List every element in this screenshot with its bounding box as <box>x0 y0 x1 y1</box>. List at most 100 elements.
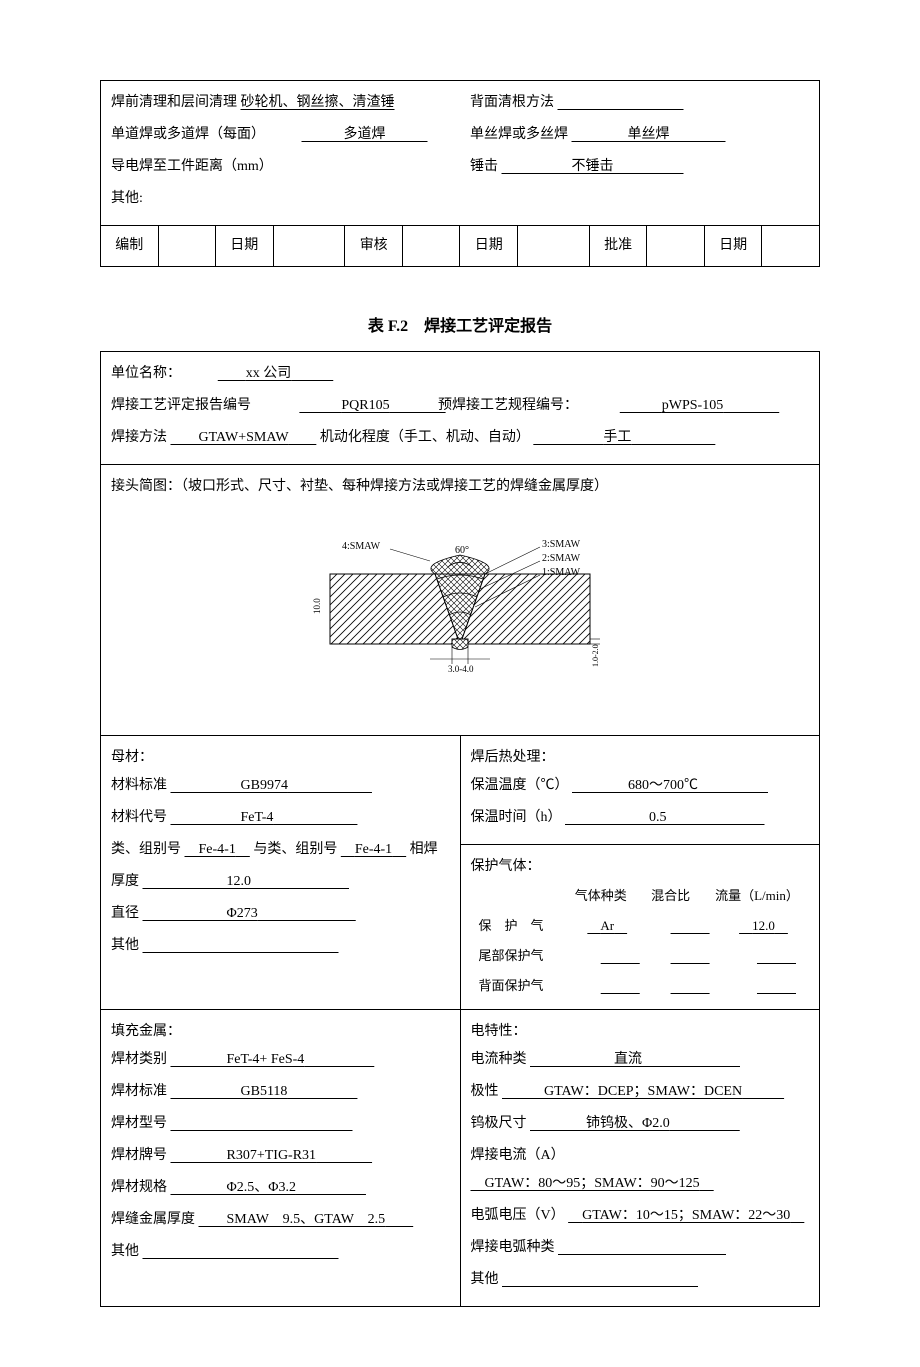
gas-row3-v3 <box>732 973 782 999</box>
elec-polarity-value: GTAW：DCEP；SMAW：DCEN <box>502 1078 784 1106</box>
filler-brand-label: 焊材牌号 <box>111 1148 167 1163</box>
sig-review-value <box>402 226 460 267</box>
gas-col2: 混合比 <box>636 881 705 911</box>
company-label: 单位名称： <box>111 366 181 381</box>
gas-table: 气体种类 混合比 流量（L/min） 保 护 气 Ar 12.0 尾部保护气 <box>471 881 810 1001</box>
extra-label: 1.0-2.0 <box>591 644 600 667</box>
bm-code-label: 材料代号 <box>111 810 167 825</box>
filler-spec-value: Φ2.5、Φ3.2 <box>171 1174 391 1202</box>
gas-row3-v1 <box>576 973 626 999</box>
wire-label: 单丝焊或多丝焊 <box>470 127 568 142</box>
cleaning-value: 砂轮机、钢丝擦、清渣锤 <box>241 89 421 117</box>
bm-thick-value: 12.0 <box>143 868 393 896</box>
elec-tungsten-value: 铈钨极、Φ2.0 <box>530 1110 750 1138</box>
filler-other-label: 其他 <box>111 1244 139 1259</box>
bm-group-label2: 与类、组别号 <box>253 842 337 857</box>
mech-label: 机动化程度（手工、机动、自动） <box>320 430 530 445</box>
joint-title: 接头简图：（坡口形式、尺寸、衬垫、每种焊接方法或焊接工艺的焊缝金属厚度） <box>111 473 809 501</box>
filler-cat-value: FeT-4+ FeS-4 <box>171 1046 391 1074</box>
bm-dia-label: 直径 <box>111 906 139 921</box>
sig-date2-value <box>517 226 589 267</box>
back-value <box>558 89 738 117</box>
sig-approve-value <box>647 226 705 267</box>
layer4-label: 4:SMAW <box>342 541 381 552</box>
gas-row2-v1 <box>576 943 626 969</box>
bm-dia-value: Φ273 <box>143 900 393 928</box>
report-no-value: PQR105 <box>255 392 435 420</box>
gas-col3: 流量（L/min） <box>705 881 809 911</box>
filler-model-value <box>171 1110 391 1138</box>
pwht-time-label: 保温时间（h） <box>471 810 562 825</box>
elec-tungsten-label: 钨极尺寸 <box>471 1116 527 1131</box>
sig-date1-value <box>273 226 345 267</box>
angle-label: 60° <box>455 545 469 556</box>
report-no-label: 焊接工艺评定报告编号 <box>111 398 251 413</box>
pass-value: 多道焊 <box>269 121 419 149</box>
elec-volt-label: 电弧电压（V） <box>471 1208 565 1223</box>
sig-approve-label: 批准 <box>589 226 647 267</box>
gap-label: 3.0-4.0 <box>448 664 474 674</box>
mech-value: 手工 <box>533 424 733 452</box>
thickness-label: 10.0 <box>312 598 322 614</box>
gas-row2-label: 尾部保护气 <box>471 941 566 971</box>
method-value: GTAW+SMAW <box>171 424 317 452</box>
sig-review-label: 审核 <box>345 226 403 267</box>
elec-arc-value <box>558 1234 758 1262</box>
gas-row1-v2 <box>646 913 696 939</box>
elec-other-label: 其他 <box>471 1272 499 1287</box>
sig-date3-value <box>762 226 820 267</box>
sig-prepare-label: 编制 <box>101 226 159 267</box>
bm-other-value <box>143 932 393 960</box>
other-label: 其他: <box>111 191 143 206</box>
bm-group-value2: Fe-4-1 <box>341 836 406 864</box>
back-label: 背面清根方法 <box>470 95 554 110</box>
gas-row3-v2 <box>646 973 696 999</box>
pwht-temp-value: 680～700℃ <box>572 772 772 800</box>
elec-amp-label: 焊接电流（A） <box>471 1148 565 1163</box>
joint-diagram: 60° 4:SMAW 3:SMAW 2:SMAW 1:SMAW 3.0-4.0 <box>111 509 809 720</box>
pass-label: 单道焊或多道焊（每面） <box>111 127 265 142</box>
bm-group-label3: 相焊 <box>410 842 438 857</box>
elec-current-label: 电流种类 <box>471 1052 527 1067</box>
filler-thick-label: 焊缝金属厚度 <box>111 1212 195 1227</box>
filler-thick-value: SMAW 9.5、GTAW 2.5 <box>199 1206 414 1234</box>
layer1-label: 1:SMAW <box>542 567 581 578</box>
filler-title: 填充金属： <box>111 1018 450 1046</box>
elec-polarity-label: 极性 <box>471 1084 499 1099</box>
gas-row1-v1: Ar <box>576 913 626 939</box>
sig-prepare-value <box>158 226 216 267</box>
pwht-temp-label: 保温温度（℃） <box>471 778 569 793</box>
elec-current-value: 直流 <box>530 1046 750 1074</box>
section-title: 表 F.2 焊接工艺评定报告 <box>100 312 820 336</box>
elec-title: 电特性： <box>471 1018 810 1046</box>
bm-group-label1: 类、组别号 <box>111 842 181 857</box>
gas-row1-label: 保 护 气 <box>471 911 566 941</box>
elec-volt-value: GTAW：10～15；SMAW：22～30 <box>568 1202 804 1230</box>
wire-value: 单丝焊 <box>572 121 732 149</box>
signature-row: 编制 日期 审核 日期 批准 日期 <box>101 226 820 267</box>
peening-label: 锤击 <box>470 159 498 174</box>
base-metal-title: 母材： <box>111 744 450 772</box>
filler-cat-label: 焊材类别 <box>111 1052 167 1067</box>
elec-other-value <box>502 1266 752 1294</box>
layer3-label: 3:SMAW <box>542 539 581 550</box>
gas-row2-v3 <box>732 943 782 969</box>
pwht-title: 焊后热处理： <box>471 744 810 772</box>
sig-date3-label: 日期 <box>704 226 762 267</box>
filler-std-value: GB5118 <box>171 1078 391 1106</box>
bm-code-value: FeT-4 <box>171 804 391 832</box>
bm-std-value: GB9974 <box>171 772 391 800</box>
bm-other-label: 其他 <box>111 938 139 953</box>
filler-brand-value: R307+TIG-R31 <box>171 1142 391 1170</box>
gas-title: 保护气体： <box>471 853 810 881</box>
elec-arc-label: 焊接电弧种类 <box>471 1240 555 1255</box>
method-label: 焊接方法 <box>111 430 167 445</box>
top-params-table: 焊前清理和层间清理 砂轮机、钢丝擦、清渣锤 单道焊或多道焊（每面） 多道焊 导电… <box>100 80 820 267</box>
filler-spec-label: 焊材规格 <box>111 1180 167 1195</box>
bm-std-label: 材料标准 <box>111 778 167 793</box>
sig-date2-label: 日期 <box>460 226 518 267</box>
filler-model-label: 焊材型号 <box>111 1116 167 1131</box>
gas-row3-label: 背面保护气 <box>471 971 566 1001</box>
gas-row2-v2 <box>646 943 696 969</box>
bm-thick-label: 厚度 <box>111 874 139 889</box>
